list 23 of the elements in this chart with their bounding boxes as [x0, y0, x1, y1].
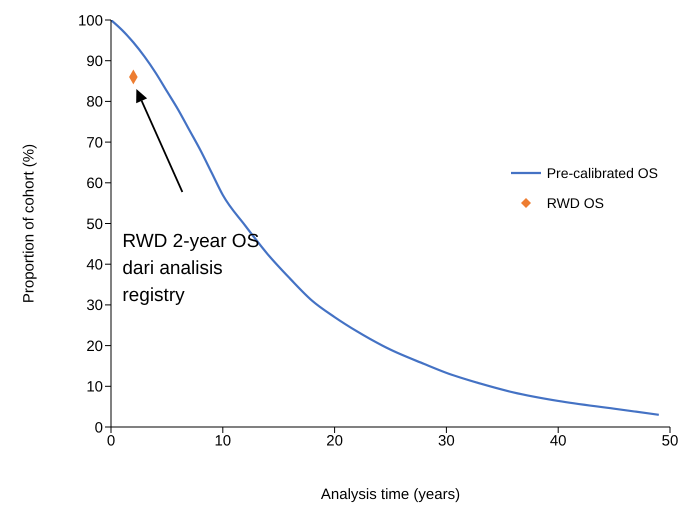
y-tick-label: 50: [86, 216, 103, 233]
x-tick-label: 50: [662, 432, 678, 450]
legend-label: RWD OS: [546, 195, 604, 211]
y-tick-label: 80: [86, 94, 103, 111]
y-tick-label: 20: [86, 338, 103, 355]
y-tick-label: 90: [86, 53, 103, 70]
y-tick-label: 10: [86, 378, 103, 396]
y-tick-label: 0: [94, 419, 103, 436]
x-tick-label: 30: [438, 432, 455, 450]
line-series: [111, 20, 660, 416]
annotation: RWD 2-year OS dari analisis registry: [122, 230, 260, 306]
x-tick-label: 20: [326, 432, 343, 450]
x-tick-label: 10: [214, 432, 232, 450]
y-tick-label: 30: [86, 297, 103, 314]
x-axis-title: Analysis time (years): [320, 486, 460, 503]
x-tick-label: 40: [550, 432, 567, 450]
legend-label: Pre-calibrated OS: [546, 165, 658, 181]
y-tick-label: 70: [86, 134, 103, 152]
y-tick-label: 100: [78, 12, 103, 30]
x-tick-label: 0: [106, 432, 116, 450]
y-axis-title: Proportion of cohort (%): [20, 144, 38, 304]
y-tick-label: 60: [86, 175, 103, 192]
y-tick-label: 40: [86, 256, 103, 274]
